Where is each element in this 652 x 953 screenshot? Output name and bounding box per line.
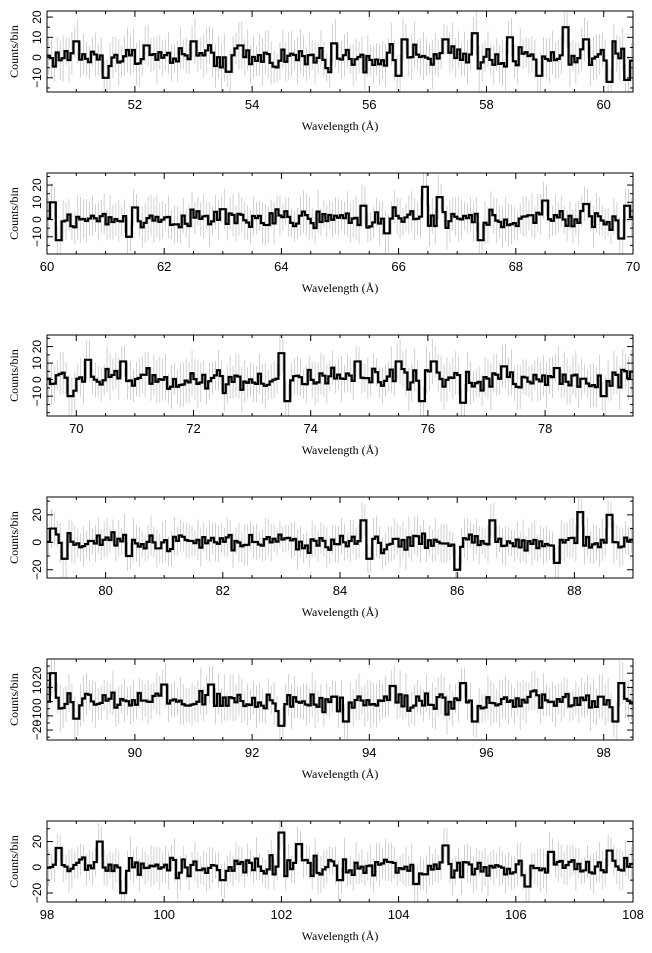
y-tick-label: −20 [30, 559, 44, 580]
y-tick-label: 0 [30, 216, 44, 223]
x-tick-label: 90 [128, 745, 142, 760]
y-tick-label: 20 [30, 178, 44, 192]
y-tick-label: 10 [30, 356, 44, 370]
y-tick-label: 20 [30, 835, 44, 849]
spectrum-line [47, 511, 633, 571]
x-tick-label: 72 [186, 421, 200, 436]
spectrum-line [47, 672, 633, 727]
x-tick-label: 62 [157, 259, 171, 274]
x-tick-label: 86 [450, 583, 464, 598]
x-tick-label: 54 [245, 97, 259, 112]
y-tick-label: −10 [30, 705, 44, 726]
y-tick-label: 0 [30, 54, 44, 61]
x-tick-label: 70 [69, 421, 83, 436]
y-axis-label: Counts/bin [7, 349, 21, 402]
y-tick-label: −20 [30, 882, 44, 903]
x-tick-label: 96 [479, 745, 493, 760]
y-tick-label: 0 [30, 376, 44, 383]
x-tick-label: 66 [391, 259, 405, 274]
spectrum-panel-4: 80 82 84 86 88 −20 0 20 Wavelength (Å) Counts/bin [7, 496, 634, 619]
x-tick-label: 102 [271, 907, 293, 922]
x-tick-label: 68 [509, 259, 523, 274]
y-tick-label: −10 [30, 67, 44, 88]
spectrum-line [47, 352, 633, 404]
x-tick-label: 52 [128, 97, 142, 112]
y-tick-label: −10 [30, 226, 44, 247]
x-tick-label: 80 [98, 583, 112, 598]
y-tick-label: 20 [30, 340, 44, 354]
x-tick-label: 88 [567, 583, 581, 598]
spectrum-panel-6: 98 100 102 104 106 108 −20 0 20 Wavelength (Å) Cou… [7, 820, 644, 943]
x-tick-label: 100 [153, 907, 175, 922]
y-tick-label: −10 [30, 386, 44, 407]
x-axis-label: Wavelength (Å) [302, 767, 379, 781]
x-tick-label: 84 [333, 583, 347, 598]
y-tick-label: 10 [30, 680, 44, 694]
plot-frame [46, 172, 634, 255]
x-axis-label: Wavelength (Å) [302, 281, 379, 295]
x-tick-label: 108 [622, 907, 644, 922]
x-tick-label: 82 [216, 583, 230, 598]
y-tick-label: 20 [30, 666, 44, 680]
x-tick-label: 64 [274, 259, 288, 274]
y-tick-label: 10 [30, 30, 44, 44]
x-tick-label: 98 [596, 745, 610, 760]
y-axis-label: Counts/bin [7, 673, 21, 726]
x-tick-label: 70 [626, 259, 640, 274]
spectrum-line [47, 831, 633, 895]
y-axis-label: Counts/bin [7, 187, 21, 240]
y-tick-label: 20 [30, 508, 44, 522]
spectrum-panel-2: 60 62 64 66 68 70 −10 0 10 20 Wavelength (Å) Counts… [7, 172, 640, 295]
x-tick-label: 56 [362, 97, 376, 112]
y-axis-label: Counts/bin [7, 25, 21, 78]
x-tick-label: 60 [596, 97, 610, 112]
spectrum-line [47, 26, 633, 83]
x-tick-label: 60 [40, 259, 54, 274]
y-axis-label: Counts/bin [7, 511, 21, 564]
spectrum-line [47, 185, 633, 242]
x-axis-label: Wavelength (Å) [302, 605, 379, 619]
x-tick-label: 92 [245, 745, 259, 760]
x-tick-label: 58 [479, 97, 493, 112]
x-axis-label: Wavelength (Å) [302, 119, 379, 133]
x-tick-label: 76 [421, 421, 435, 436]
x-tick-label: 78 [538, 421, 552, 436]
x-tick-label: 94 [362, 745, 376, 760]
y-axis-label: Counts/bin [7, 835, 21, 888]
x-axis-label: Wavelength (Å) [302, 443, 379, 457]
y-tick-label: 10 [30, 195, 44, 209]
y-tick-label: 20 [30, 10, 44, 24]
x-tick-label: 98 [40, 907, 54, 922]
x-tick-label: 104 [388, 907, 410, 922]
spectrum-panel-3: 70 72 74 76 78 −10 0 10 20 Wavelength (Å) Counts/b… [7, 334, 634, 457]
y-tick-label: 0 [30, 698, 44, 705]
y-tick-label: 0 [30, 539, 44, 546]
x-axis-label: Wavelength (Å) [302, 929, 379, 943]
y-tick-label: 0 [30, 864, 44, 871]
y-tick-label: −20 [30, 720, 44, 741]
x-tick-label: 74 [303, 421, 317, 436]
x-tick-label: 106 [505, 907, 527, 922]
error-bars [48, 173, 632, 254]
spectrum-panel-1: 52 54 56 58 60 −10 0 10 20 Wavelength (Å) Counts/b… [7, 10, 634, 133]
